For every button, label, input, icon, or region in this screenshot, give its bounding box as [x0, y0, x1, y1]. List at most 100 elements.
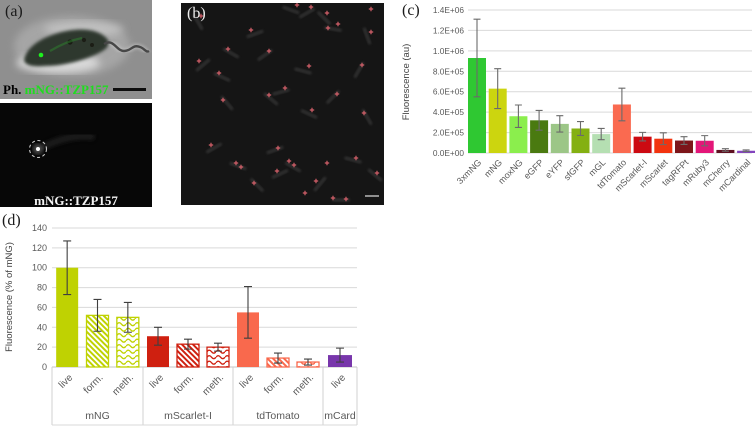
error-bar: [184, 338, 192, 350]
error-bar: [93, 298, 102, 332]
group-label-mScarlet-I: mScarlet-I: [164, 410, 212, 422]
cell-marker-icon: [294, 3, 300, 8]
cell-marker-icon: [306, 63, 312, 69]
y-tick-label: 1.2E+06: [433, 25, 465, 35]
cell-marker-icon: [368, 29, 374, 35]
cell-marker-icon: [266, 48, 272, 54]
scale-bar: [365, 195, 379, 197]
y-tick-label: 2.0E+05: [433, 128, 465, 138]
panel-c-label: (c): [402, 2, 420, 19]
error-bar: [494, 68, 502, 110]
fluor-caption: mNG::TZP157: [34, 193, 118, 208]
bar-sfGFP: [571, 128, 590, 153]
cell-marker-icon: [324, 10, 330, 16]
bar-mNG-live: [56, 267, 79, 367]
cell-marker-icon: [359, 62, 365, 68]
y-tick-label: 1.0E+06: [433, 46, 465, 56]
cell-marker-icon: [251, 180, 257, 186]
cell-marker-icon: [324, 160, 330, 166]
cell-silhouette: [266, 145, 284, 155]
cell-silhouette: [362, 27, 372, 45]
panel-a-microscopy: (a) Ph. mNG::TZP157 mNG::TZP157: [0, 0, 152, 208]
error-bar: [123, 301, 132, 333]
cell-silhouette: [222, 47, 240, 59]
green-fluor-spot: [38, 52, 44, 58]
error-bar: [336, 347, 344, 363]
cell-marker-icon: [302, 190, 308, 196]
cell-silhouette: [213, 72, 231, 82]
condition-label: live: [330, 372, 349, 391]
cell-marker-icon: [361, 110, 367, 116]
fluorescence-au-chart: 0.0E+00 2.0E+05 4.0E+05 6.0E+05 8.0E+05 1.0E+…: [401, 5, 755, 193]
cell-marker-icon: [309, 107, 315, 113]
error-bar: [214, 342, 222, 352]
error-bar: [701, 135, 709, 147]
cell-silhouette: [367, 168, 383, 182]
cell-granule: [90, 43, 94, 47]
cell-marker-icon: [374, 170, 380, 176]
error-bar: [154, 326, 162, 346]
y-tick-label: 20: [37, 342, 47, 352]
bar-tdTomato-live: [237, 312, 259, 367]
error-bar: [639, 131, 647, 142]
error-bar: [680, 136, 688, 145]
panel-b-field-image: (b): [181, 3, 384, 205]
bar-mScarlet-I: [633, 136, 652, 153]
fluor-background: [0, 103, 152, 207]
y-tick-label: 120: [32, 243, 47, 253]
error-bar: [556, 115, 564, 133]
condition-label: form.: [82, 372, 106, 396]
x-category-label: eGFP: [522, 157, 546, 181]
cell-marker-icon: [196, 58, 202, 64]
condition-label: meth.: [110, 372, 135, 397]
condition-label: form.: [172, 372, 196, 396]
cell-marker-icon: [308, 4, 314, 10]
cell-silhouette: [263, 92, 279, 106]
cell-marker-icon: [330, 195, 336, 201]
x-category-label: sfGFP: [562, 157, 587, 182]
panel-c-chart: (c) 0.0E+00 2.0E+05 4.0E+05 6.0E+05 8.0E+05 1…: [398, 0, 755, 222]
y-tick-label: 100: [32, 263, 47, 273]
y-tick-label: 8.0E+05: [433, 66, 465, 76]
bar-tdTomato: [612, 104, 631, 153]
phase-contrast-image: [0, 0, 152, 99]
cell-silhouette: [220, 95, 234, 111]
cell-marker-icon: [282, 85, 288, 91]
cell-marker-icon: [266, 92, 272, 98]
y-tick-label: 40: [37, 322, 47, 332]
error-bar: [244, 286, 252, 339]
cell-silhouette: [205, 142, 223, 154]
y-tick-label: 60: [37, 302, 47, 312]
error-bar: [597, 127, 605, 141]
cell-granule: [81, 37, 87, 43]
y-tick-label: 80: [37, 283, 47, 293]
cell-silhouette: [300, 109, 318, 119]
error-bar: [721, 148, 729, 152]
cell-marker-icon: [274, 168, 280, 174]
bar-mRuby3: [695, 140, 714, 153]
cell-marker-icon: [335, 21, 341, 27]
cell-silhouette: [324, 25, 342, 33]
cell-silhouette: [317, 11, 331, 25]
cell-granule: [67, 39, 73, 45]
cell-silhouette: [271, 169, 289, 179]
bar-tagRFPt: [675, 140, 693, 153]
bar-mScarlet-I-live: [147, 336, 169, 367]
cell-silhouette: [195, 58, 211, 72]
panel-d-chart: (d) 0 20 40 60 80 100 120 140 Fluorescence (% of…: [0, 212, 368, 429]
cell-marker-icon: [208, 142, 214, 148]
condition-label: live: [57, 372, 76, 391]
cell-marker-icon: [238, 164, 244, 170]
faint-cell-outline: [40, 133, 95, 151]
cell-silhouette: [284, 161, 302, 173]
bar-moxNG: [509, 116, 528, 153]
cell-silhouette: [250, 178, 264, 192]
cell-marker-icon: [353, 155, 359, 161]
cell-marker-icon: [343, 196, 349, 202]
cell-silhouette: [361, 108, 373, 126]
cell-silhouette: [282, 5, 300, 15]
y-tick-label: 1.4E+06: [433, 5, 465, 15]
condition-label: form.: [262, 372, 286, 396]
dashed-circle-annotation: [28, 139, 48, 159]
bar-mGL: [592, 134, 611, 153]
